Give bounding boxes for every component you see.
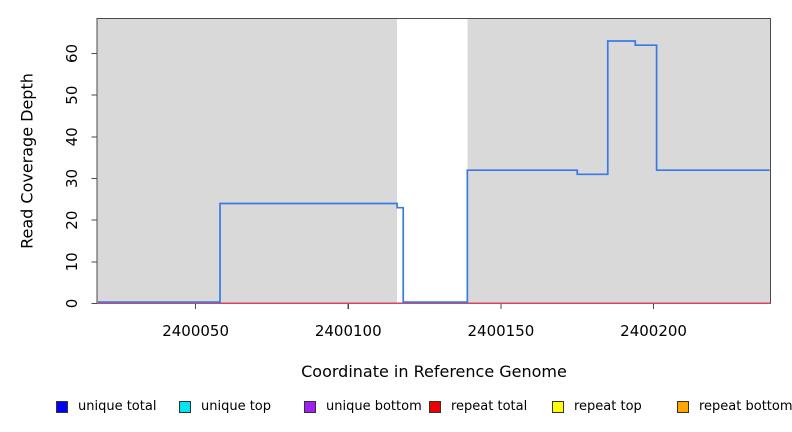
x-tick-label: 2400100 (315, 322, 382, 340)
y-axis-title: Read Coverage Depth (17, 73, 37, 249)
y-tick-label: 60 (63, 44, 81, 63)
series-unique-total (97, 40, 770, 303)
y-tick-label: 40 (63, 127, 81, 146)
x-tick-label: 2400150 (468, 322, 535, 340)
covered-region (467, 19, 771, 304)
covered-region (97, 19, 398, 304)
y-tick-label: 0 (63, 299, 81, 309)
x-tick-label: 2400200 (620, 322, 687, 340)
y-tick-label: 20 (63, 211, 81, 230)
y-tick-label: 10 (63, 252, 81, 271)
x-axis-title: Coordinate in Reference Genome (301, 362, 567, 381)
x-tick-label: 2400050 (162, 322, 229, 340)
y-tick-label: 50 (63, 86, 81, 105)
y-tick-label: 30 (63, 169, 81, 188)
